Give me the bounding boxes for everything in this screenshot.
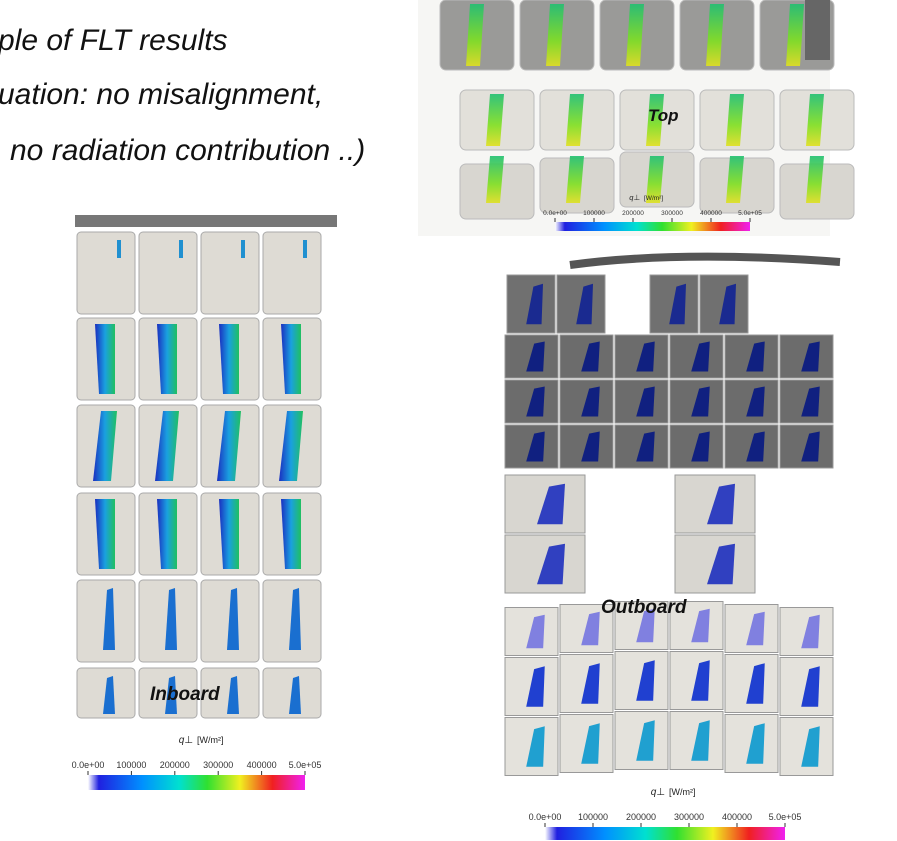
tile-strip	[75, 215, 337, 227]
colorbar	[555, 222, 750, 231]
colorbar-tick-label: 400000	[722, 812, 752, 822]
heat-streak	[303, 240, 307, 258]
outboard-panel	[493, 245, 840, 841]
colorbar-tick-label: 400000	[700, 210, 722, 217]
colorbar-tick-label: 200000	[626, 812, 656, 822]
colorbar-tick-label: 0.0e+00	[72, 760, 105, 770]
colorbar-tick-label: 100000	[578, 812, 608, 822]
panel-label: Inboard	[150, 684, 220, 705]
colorbar-tick-label: 300000	[661, 210, 683, 217]
colorbar-tick-label: 0.0e+00	[529, 812, 562, 822]
colorbar-unit: [W/m²]	[669, 787, 696, 797]
colorbar-tick-label: 300000	[674, 812, 704, 822]
tile	[77, 232, 135, 314]
slide: ple of FLT results uation: no misalignme…	[0, 0, 897, 841]
title: ple of FLT results uation: no misalignme…	[0, 24, 365, 167]
tile	[263, 232, 321, 314]
colorbar-tick-label: 100000	[116, 760, 146, 770]
colorbar-tick-label: 200000	[622, 210, 644, 217]
colorbar-tick-label: 400000	[247, 760, 277, 770]
tile	[139, 232, 197, 314]
colorbar-tick-label: 5.0e+05	[289, 760, 322, 770]
colorbar-quantity: q⊥	[629, 193, 640, 202]
inboard-panel	[68, 215, 340, 720]
title-line: uation: no misalignment,	[0, 78, 323, 111]
tile	[201, 232, 259, 314]
colorbar-tick-label: 200000	[160, 760, 190, 770]
panel-label: Top	[648, 106, 679, 125]
colorbar-tick-label: 5.0e+05	[769, 812, 802, 822]
heat-streak	[241, 240, 245, 258]
colorbar-tick-label: 0.0e+00	[543, 210, 567, 217]
colorbar-quantity: q⊥	[651, 787, 665, 798]
colorbar-quantity: q⊥	[179, 735, 193, 746]
colorbar	[88, 775, 305, 790]
panel-label: Outboard	[601, 597, 687, 618]
colorbar-unit: [W/m²]	[644, 195, 663, 202]
colorbar	[545, 827, 785, 840]
heat-streak	[117, 240, 121, 258]
colorbar-tick-label: 100000	[583, 210, 605, 217]
title-line: ple of FLT results	[0, 24, 228, 57]
tile	[805, 0, 830, 60]
colorbar-tick-label: 300000	[203, 760, 233, 770]
title-line: no radiation contribution ..)	[10, 134, 365, 167]
colorbar-tick-label: 5.0e+05	[738, 210, 762, 217]
heat-streak	[179, 240, 183, 258]
colorbar-unit: [W/m²]	[197, 735, 224, 745]
